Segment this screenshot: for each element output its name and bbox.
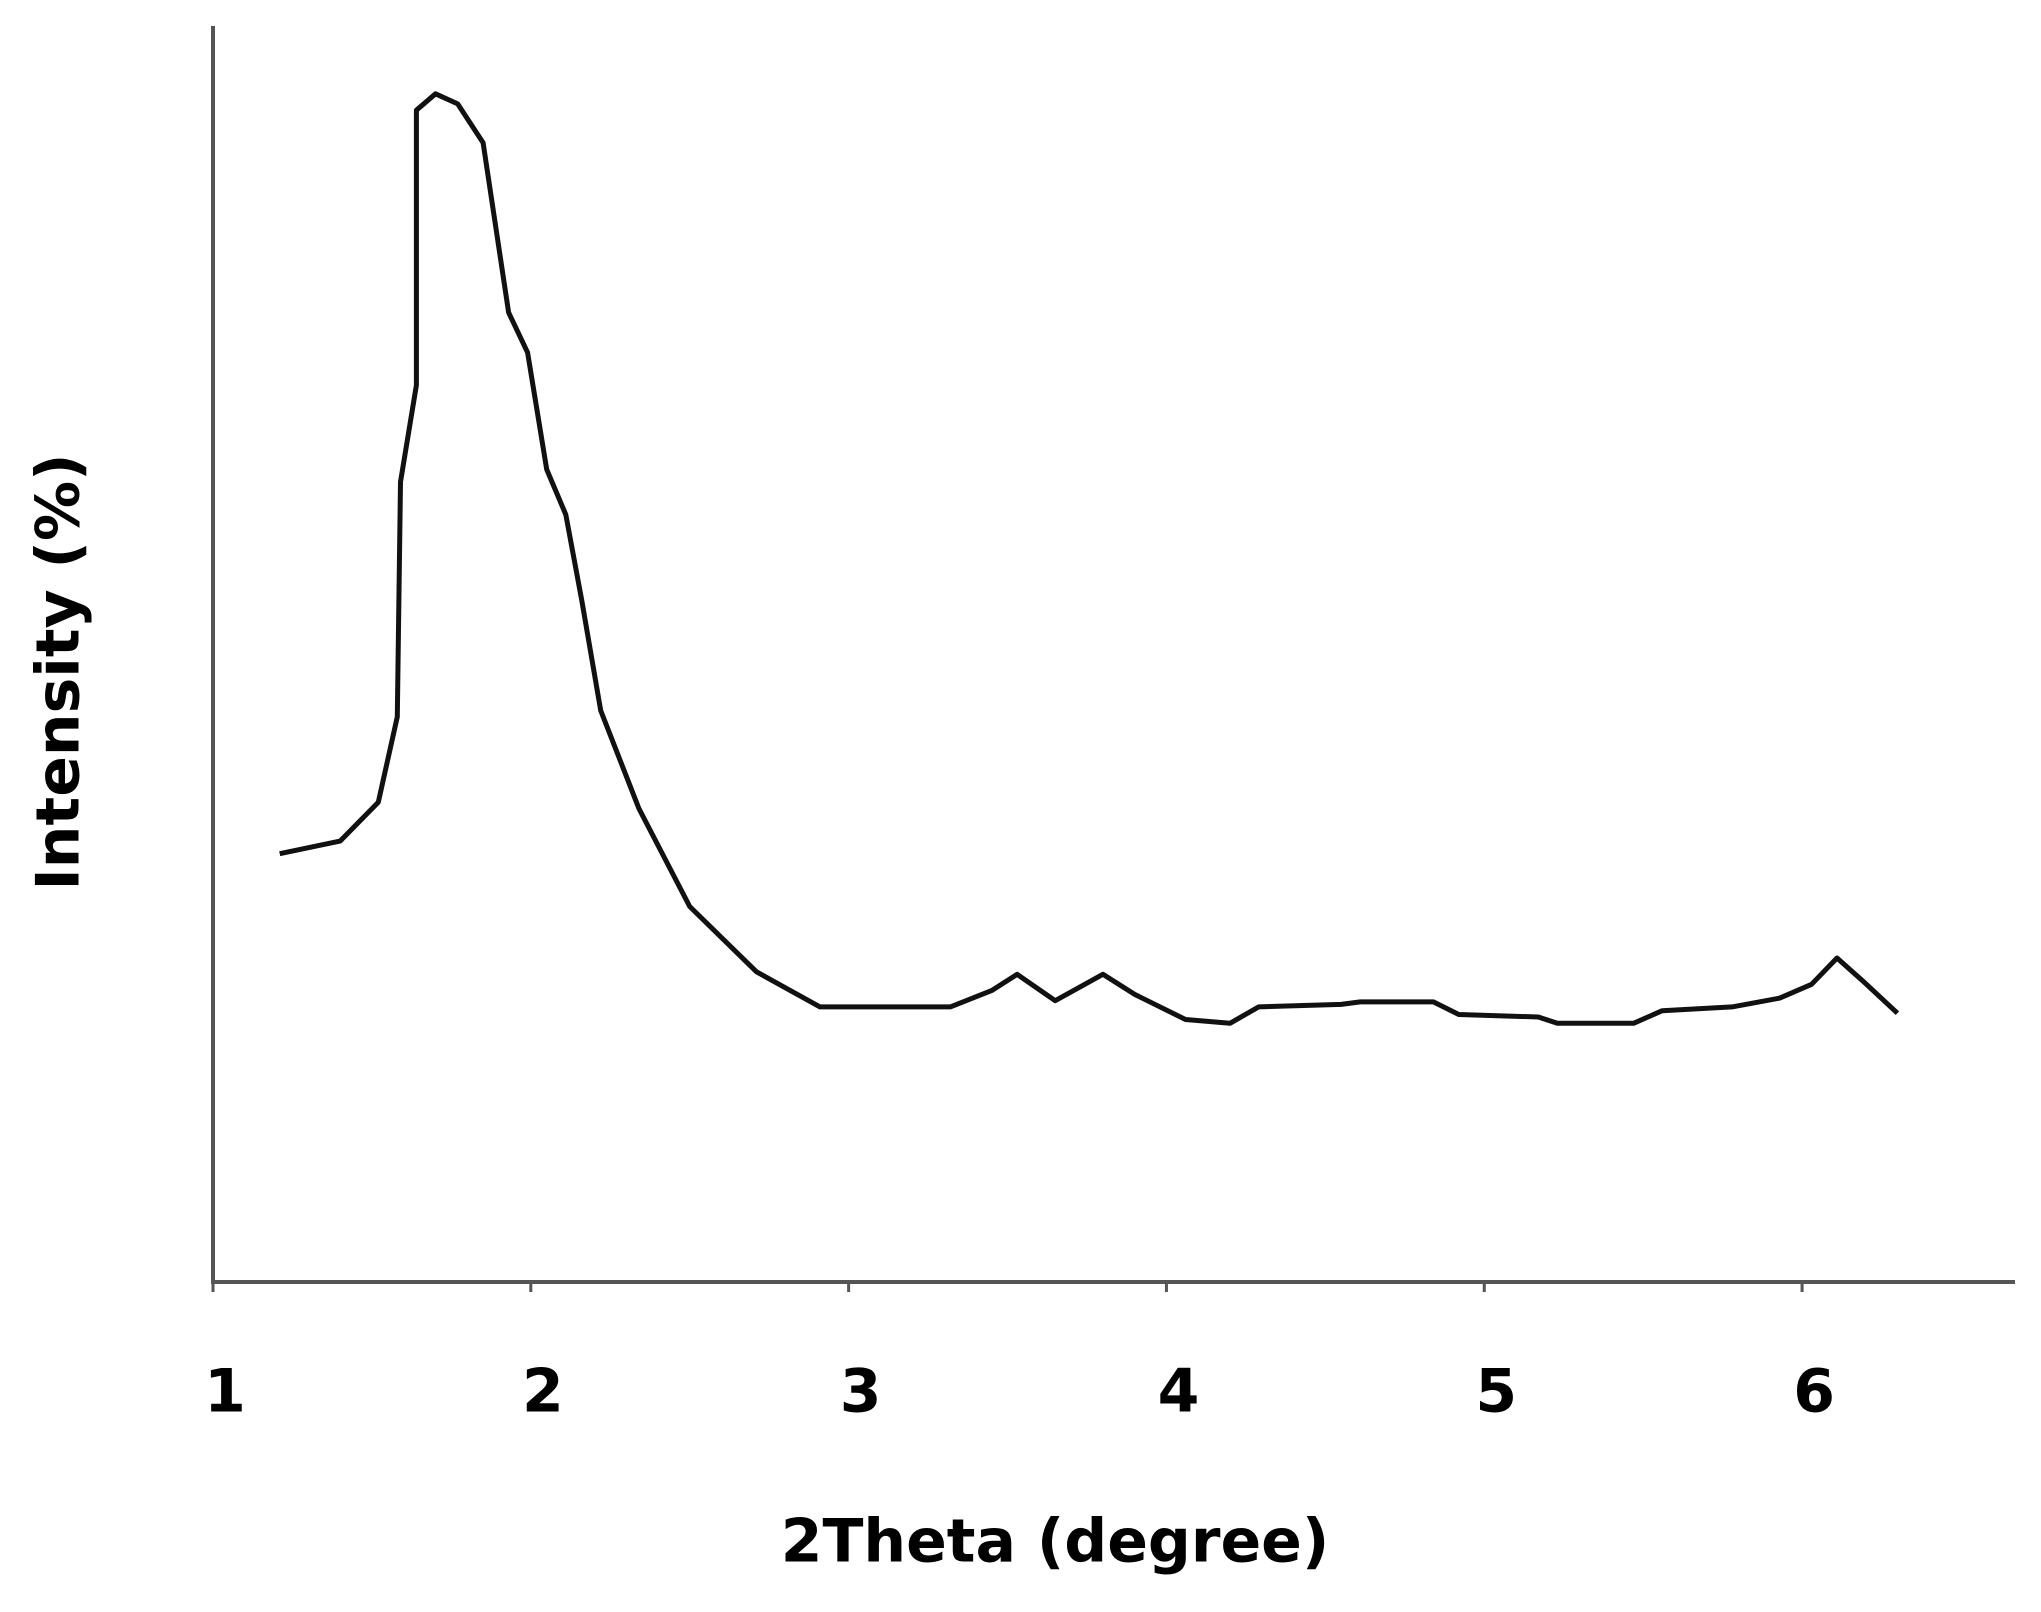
x-tick-label: 4 [1158,1357,1200,1427]
x-tick-label: 1 [204,1357,246,1427]
data-line [279,91,1900,1026]
x-tick-label: 3 [840,1357,882,1427]
y-axis-label: Intensity (%) [24,453,94,890]
x-axis-label: 2Theta (degree) [781,1507,1330,1577]
x-tick-label: 2 [522,1357,564,1427]
x-tick-label: 5 [1475,1357,1517,1427]
x-tick-label: 6 [1793,1357,1835,1427]
